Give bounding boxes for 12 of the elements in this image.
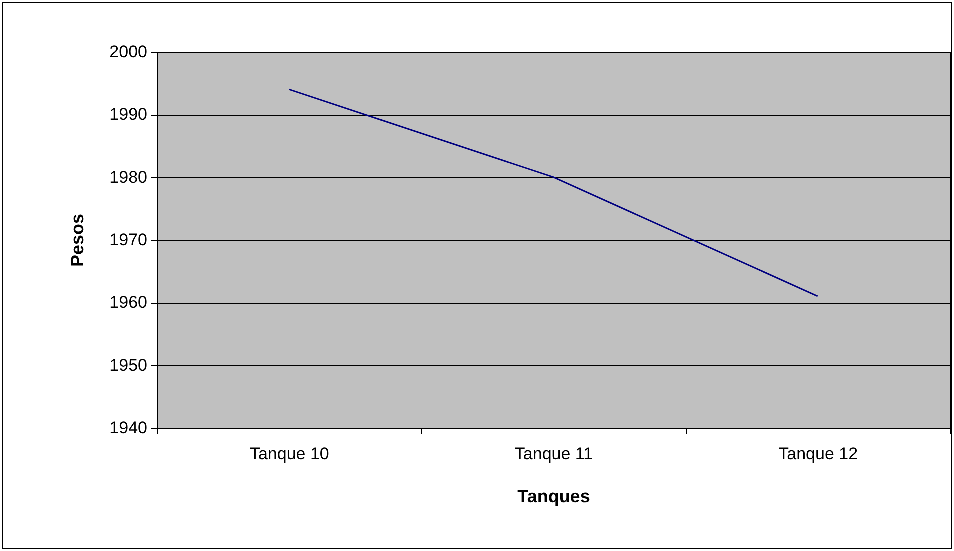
x-axis-title: Tanques xyxy=(518,486,590,506)
y-tick-label: 1980 xyxy=(110,168,148,187)
y-axis-title: Pesos xyxy=(68,214,88,268)
y-tick-label: 1960 xyxy=(110,293,148,312)
y-tick-label: 2000 xyxy=(110,42,148,62)
y-tick-label: 1950 xyxy=(110,356,148,375)
x-tick-label: Tanque 10 xyxy=(250,444,330,464)
x-tick-label: Tanque 12 xyxy=(778,444,858,464)
y-tick-label: 1970 xyxy=(110,230,148,250)
y-tick-label: 1940 xyxy=(110,418,148,438)
x-tick-label: Tanque 11 xyxy=(514,444,594,464)
y-tick-label: 1990 xyxy=(110,105,148,124)
